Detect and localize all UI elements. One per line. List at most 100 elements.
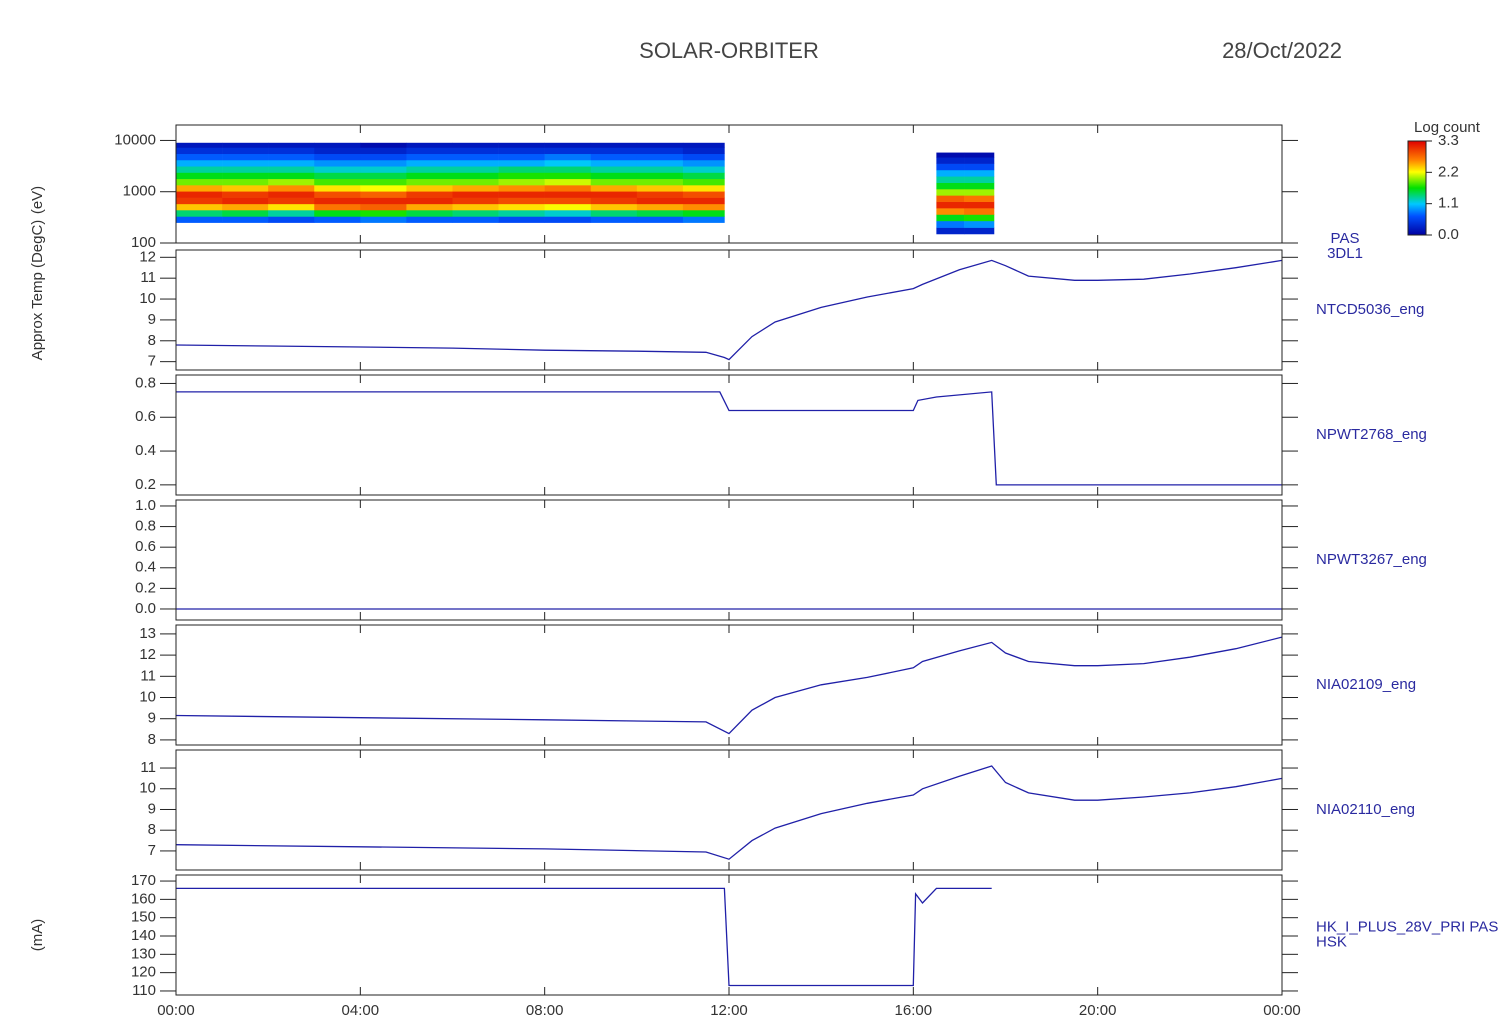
spectrogram-cell xyxy=(176,203,223,211)
spectrogram-cell xyxy=(314,172,361,180)
spectrogram-cell xyxy=(936,176,965,183)
spectrogram-cell xyxy=(544,216,592,223)
spectrogram-cell xyxy=(314,203,361,211)
spectrogram-cell xyxy=(176,153,223,161)
spectrogram-cell xyxy=(682,191,725,198)
spectrogram-cell xyxy=(936,188,965,196)
colorbar xyxy=(1407,140,1427,236)
y-tick-label: 160 xyxy=(131,890,156,907)
spectrogram-cell xyxy=(406,147,453,155)
spectrogram-cell xyxy=(452,203,499,211)
spectrogram-cell xyxy=(176,197,223,205)
y-axis-label: Approx Temp (DegC) xyxy=(29,220,46,361)
spectrogram-cell xyxy=(936,220,965,228)
panel-name: NPWT3267_eng xyxy=(1316,551,1427,568)
spectrogram-cell xyxy=(936,182,965,190)
colorbar-tick-label: 2.2 xyxy=(1438,163,1459,180)
x-tick-label: 20:00 xyxy=(1079,1002,1117,1019)
spectrogram-cell xyxy=(268,159,315,167)
spectrogram-cell xyxy=(544,172,592,180)
y-tick-label: 12 xyxy=(139,646,156,663)
spectrogram-cell xyxy=(360,172,407,180)
x-tick-label: 04:00 xyxy=(342,1002,380,1019)
spectrogram-cell xyxy=(176,147,223,155)
data-line xyxy=(176,765,1282,860)
x-tick-label: 00:00 xyxy=(1263,1002,1301,1019)
panel-name: NPWT2768_eng xyxy=(1316,426,1427,443)
spectrogram-cell xyxy=(222,153,269,161)
y-tick-label: 0.8 xyxy=(135,518,156,535)
y-tick-label: 0.6 xyxy=(135,408,156,425)
spectrogram-cell xyxy=(636,185,684,192)
spectrogram-cell xyxy=(964,152,995,158)
data-line xyxy=(176,259,1282,361)
spectrogram-cell xyxy=(176,185,223,192)
spectrogram-cell xyxy=(636,153,684,161)
colorbar-tick-label: 3.3 xyxy=(1438,132,1459,149)
spectrogram-cell xyxy=(498,142,545,148)
y-tick-label: 170 xyxy=(131,872,156,889)
spectrogram-cell xyxy=(360,166,407,173)
spectrogram-cell xyxy=(636,159,684,167)
spectrogram-cell xyxy=(498,203,545,211)
spectrogram-cell xyxy=(590,216,638,223)
spectrogram-cell xyxy=(406,185,453,192)
y-tick-label: 11 xyxy=(140,759,156,776)
y-tick-label: 0.4 xyxy=(135,442,156,459)
spectrogram-cell xyxy=(636,216,684,223)
spectrogram-cell xyxy=(636,142,684,148)
spectrogram-cell xyxy=(936,214,965,222)
spectrogram-cell xyxy=(314,185,361,192)
spectrogram-cell xyxy=(590,172,638,180)
spectrogram-cell xyxy=(964,201,995,209)
spectrogram-cell xyxy=(636,166,684,173)
y-tick-label: 0.8 xyxy=(135,374,156,391)
spectrogram-cell xyxy=(682,216,725,223)
spectrogram-cell xyxy=(452,159,499,167)
spectrogram-cell xyxy=(590,197,638,205)
spectrogram-cell xyxy=(452,172,499,180)
y-tick-label: 140 xyxy=(131,927,156,944)
spectrogram-cell xyxy=(590,147,638,155)
spectrogram-cell xyxy=(360,197,407,205)
y-tick-label: 0.2 xyxy=(135,579,156,596)
spectrogram-cell xyxy=(936,227,965,235)
spectrogram-cell xyxy=(406,166,453,173)
spectrogram-cell xyxy=(360,185,407,192)
spectrogram-cell xyxy=(544,142,592,148)
spectrogram-cell xyxy=(964,227,995,235)
spectrogram-cell xyxy=(360,210,407,217)
spectrogram-cell xyxy=(222,203,269,211)
spectrogram-cell xyxy=(964,182,995,190)
spectrogram-cell xyxy=(936,157,965,164)
y-tick-label: 120 xyxy=(131,964,156,981)
y-tick-label: 130 xyxy=(131,945,156,962)
spectrogram-cell xyxy=(682,153,725,161)
spectrogram-cell xyxy=(452,142,499,148)
plot-area xyxy=(176,765,1282,860)
spectrogram-cell xyxy=(498,210,545,217)
y-tick-label: 0.4 xyxy=(135,559,156,576)
spectrogram-cell xyxy=(268,210,315,217)
panel-name: NTCD5036_eng xyxy=(1316,301,1424,318)
spectrogram-cell xyxy=(544,147,592,155)
spectrogram-cell xyxy=(682,185,725,192)
x-tick-label: 16:00 xyxy=(895,1002,933,1019)
spectrogram-cell xyxy=(452,210,499,217)
spectrogram-cell xyxy=(176,178,223,186)
x-tick-label: 12:00 xyxy=(710,1002,748,1019)
spectrogram-cell xyxy=(406,142,453,148)
spectrogram-cell xyxy=(936,169,965,177)
panel-name: 3DL1 xyxy=(1327,245,1363,262)
spectrogram-cell xyxy=(544,166,592,173)
spectrogram-cell xyxy=(406,178,453,186)
y-tick-label: 1000 xyxy=(123,183,156,200)
spectrogram-cell xyxy=(222,159,269,167)
spectrogram-cell xyxy=(544,159,592,167)
spectrogram-cell xyxy=(360,203,407,211)
y-tick-label: 10000 xyxy=(114,131,156,148)
spectrogram-cell xyxy=(936,208,965,215)
spectrogram-cell xyxy=(406,172,453,180)
y-tick-label: 110 xyxy=(132,982,156,999)
spectrogram-cell xyxy=(590,191,638,198)
